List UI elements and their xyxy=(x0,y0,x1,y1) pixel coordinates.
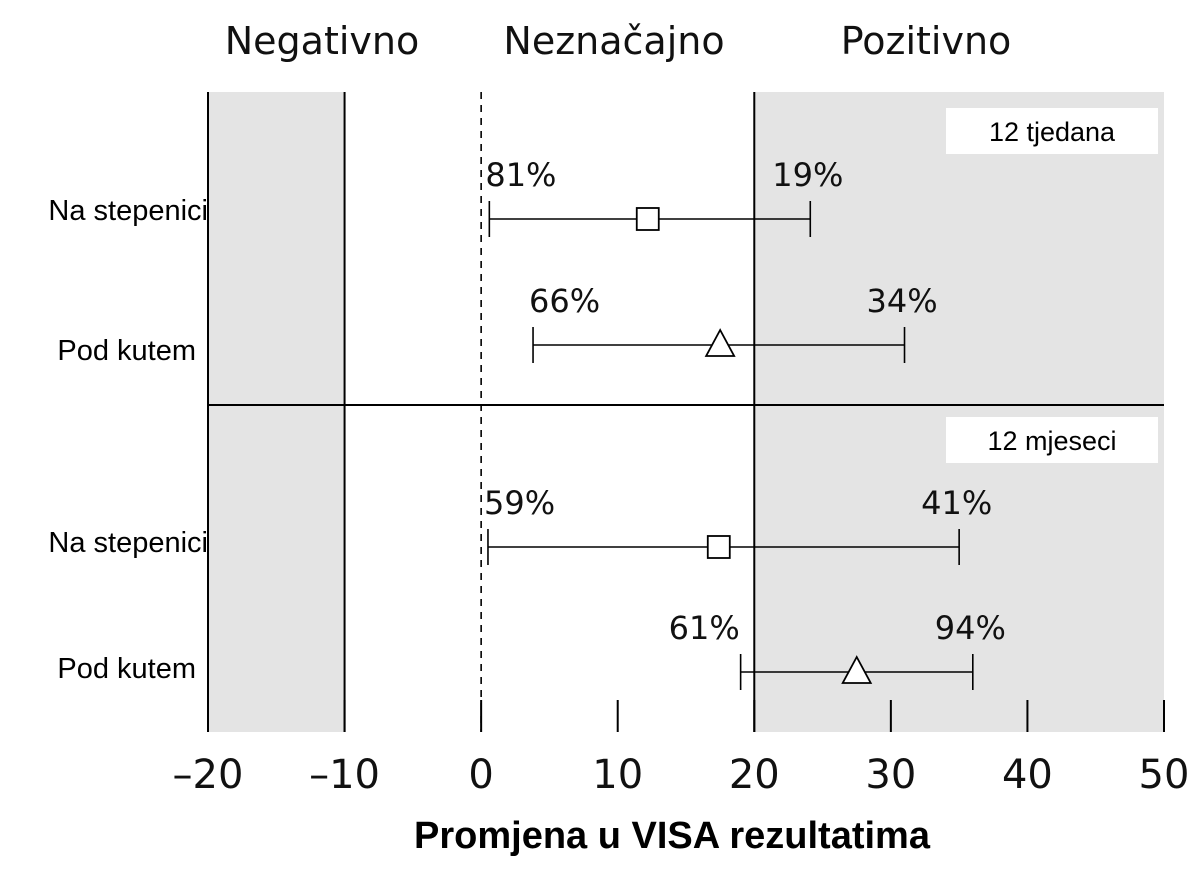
high-percent-label: 34% xyxy=(867,282,938,320)
low-percent-label: 81% xyxy=(485,156,556,194)
high-percent-label: 41% xyxy=(921,484,992,522)
x-tick-label: 0 xyxy=(468,752,493,798)
low-percent-label: 66% xyxy=(529,282,600,320)
region-labels: Negativno Neznačajno Pozitivno xyxy=(225,19,1012,63)
region-label-1: Negativno xyxy=(225,19,420,63)
x-tick-label: 30 xyxy=(865,752,916,798)
low-percent-label: 59% xyxy=(484,484,555,522)
estimate-marker-square xyxy=(706,535,731,559)
estimate-marker-triangle xyxy=(704,328,736,357)
row-label-2-2: Pod kutem xyxy=(57,653,196,685)
x-axis: –20 –10 0 10 20 30 40 50 xyxy=(173,700,1190,798)
shaded-region-3 xyxy=(754,92,1164,732)
low-percent-label: 61% xyxy=(669,609,740,647)
region-label-3: Pozitivno xyxy=(841,19,1012,63)
panel-label-box-2 xyxy=(946,417,1158,463)
x-tick-label: –20 xyxy=(173,752,244,798)
row-label-1-2: Pod kutem xyxy=(57,335,196,367)
x-axis-title: Promjena u VISA rezultatima xyxy=(414,815,931,857)
panel-label-box-1 xyxy=(946,108,1158,154)
region-boundaries xyxy=(207,92,1164,732)
row-label-2-1: Na stepenici xyxy=(48,527,208,559)
high-percent-label: 19% xyxy=(772,156,843,194)
x-tick-label: 20 xyxy=(729,752,780,798)
panel-label-2: 12 mjeseci xyxy=(987,426,1116,456)
x-tick-label: 40 xyxy=(1002,752,1053,798)
x-tick-label: 10 xyxy=(592,752,643,798)
x-tick-label: 50 xyxy=(1139,752,1190,798)
estimate-marker-square xyxy=(635,207,660,231)
high-percent-label: 94% xyxy=(935,609,1006,647)
panels: 12 tjedana Na stepenici 81% 19% Pod kutem 66%… xyxy=(48,108,1158,690)
shaded-regions xyxy=(208,92,1164,732)
row-label-1-1: Na stepenici xyxy=(48,195,208,227)
region-label-2: Neznačajno xyxy=(503,19,724,63)
panel-label-1: 12 tjedana xyxy=(989,117,1116,147)
shaded-region-1 xyxy=(208,92,345,732)
estimate-marker-triangle xyxy=(841,655,873,684)
x-tick-label: –10 xyxy=(309,752,380,798)
